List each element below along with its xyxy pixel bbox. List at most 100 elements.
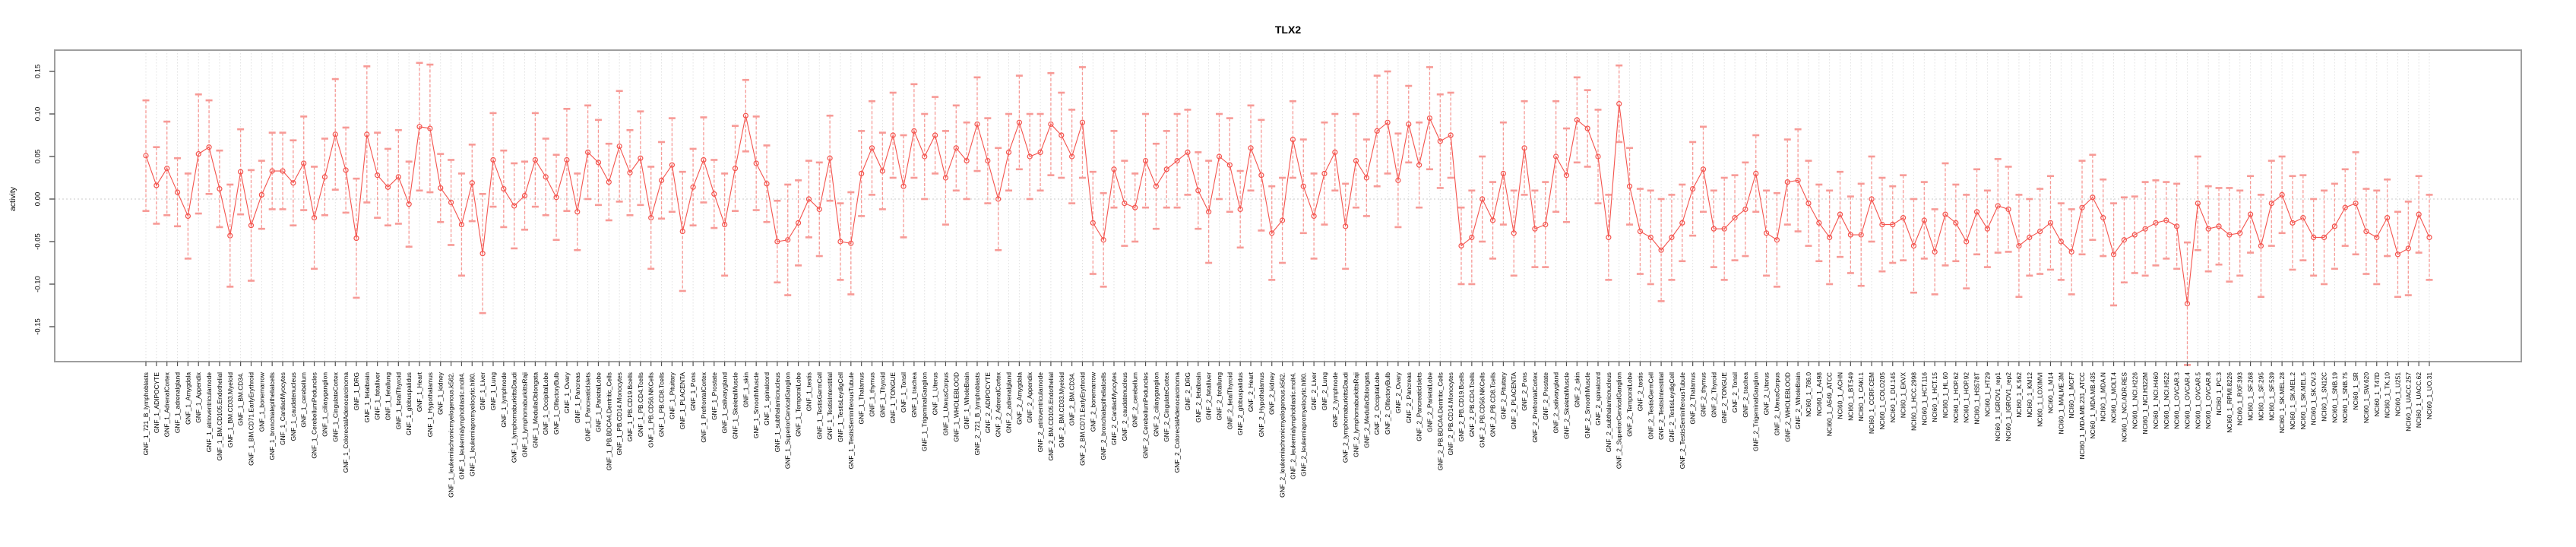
data-point (1122, 201, 1128, 207)
x-axis-label: NCI60_1_K.562 (2015, 372, 2023, 418)
error-bar (1195, 151, 1202, 230)
data-point (890, 132, 896, 138)
data-point (1774, 237, 1780, 243)
error-bar (2215, 187, 2223, 266)
x-axis-label: NCI60_1_BT.549 (1847, 372, 1854, 421)
x-axis-label: GNF_2_ColorectalAdenocarcinoma (1173, 372, 1181, 473)
x-axis-label: NCI60_1_HOP.62 (1952, 372, 1960, 423)
error-bar (468, 144, 476, 223)
data-point (1721, 226, 1727, 232)
x-axis-label: NCI60_1_A498 (1815, 372, 1823, 416)
x-axis-label: NCI60_1_MOLT.4 (2110, 372, 2118, 423)
error-bar (700, 116, 707, 204)
data-point (732, 166, 739, 172)
x-axis-label: GNF_1_SkeletalMuscle (731, 372, 739, 439)
data-point (564, 157, 570, 163)
x-axis-label: GNF_1_skin (742, 372, 749, 408)
x-axis-label: GNF_2_OccipitalLobe (1373, 372, 1381, 435)
data-point (2416, 211, 2422, 217)
y-tick-label: -0.05 (34, 233, 43, 250)
data-point (1626, 183, 1633, 189)
data-point (795, 220, 802, 226)
data-point (2100, 215, 2106, 221)
data-point (2142, 226, 2148, 232)
error-bar (416, 62, 423, 192)
x-axis-label: NCI60_1_U251 (2394, 372, 2401, 416)
data-point (1248, 145, 1254, 151)
y-axis-label: activity (8, 186, 17, 211)
x-axis-label: GNF_2_ParietalLobe (1426, 372, 1433, 432)
data-point (1616, 100, 1622, 107)
x-axis-label: NCI60_1_HS578T (1973, 372, 1981, 424)
data-point (1458, 243, 1464, 249)
error-bar (1163, 130, 1170, 209)
x-axis-label: GNF_2_WholeBrain (1794, 372, 1802, 429)
x-axis-label: GNF_1_Tonsil (900, 372, 907, 413)
data-point (701, 157, 707, 163)
data-point (1753, 170, 1759, 176)
data-point (942, 175, 949, 181)
x-axis-label: GNF_1_spinalcord (763, 372, 771, 425)
grid-layer (55, 50, 2521, 362)
x-axis-label: GNF_1_721_B_lymphoblasts (142, 372, 150, 455)
x-axis-label: GNF_2_fetallung (1215, 372, 1223, 421)
x-axis-label: NCI60_1_SK.MEL.2 (2289, 372, 2296, 430)
data-point (479, 251, 486, 257)
data-point (1658, 247, 1664, 253)
x-axis-label: GNF_1_Prostate (710, 372, 718, 420)
data-point (1742, 206, 1748, 213)
data-point (2353, 201, 2359, 207)
data-point (2385, 215, 2391, 221)
data-point (427, 125, 433, 131)
data-point (1079, 119, 1086, 125)
x-axis-label: GNF_1_fetalThyroid (394, 372, 402, 430)
data-point (974, 121, 980, 128)
error-bar (2310, 198, 2318, 277)
x-axis-label: GNF_1_WholeBrain (963, 372, 970, 429)
error-bar (2341, 168, 2349, 247)
data-point (290, 180, 296, 186)
axis-layer: 0.15 0.10 0.05 0.00 -0.05 -0.10 -0.15 GNF_1_721… (34, 49, 2522, 498)
data-point (185, 213, 191, 219)
data-point (911, 128, 917, 134)
data-point (1900, 215, 1907, 221)
data-point (2247, 211, 2254, 217)
data-point (679, 228, 685, 235)
x-axis-label: GNF_2_fetalliver (1205, 372, 1213, 420)
x-axis-label: NCI60_1_MDA.MB.435 (2089, 372, 2097, 439)
x-axis-label: NCI60_1_NCI.H226 (2131, 372, 2138, 429)
data-point (595, 160, 602, 166)
x-axis-label: GNF_2_PLACENTA (1510, 372, 1517, 430)
data-point (1005, 149, 1012, 155)
data-point (332, 131, 338, 138)
x-axis-label: GNF_1_Amygdala (184, 372, 191, 425)
x-axis-label: GNF_1_TONGUE (889, 372, 897, 424)
error-bar (1679, 183, 1686, 263)
x-axis-label: GNF_1_TestisInterstitial (826, 372, 834, 440)
x-axis-label: GNF_2_PB.CD8.Tcells (1489, 372, 1497, 437)
x-axis-label: GNF_2_MedullaOblongata (1362, 372, 1370, 448)
data-point (1543, 222, 1549, 228)
data-point (2374, 234, 2380, 240)
x-axis-label: NCI60_1_IGROV1_rep2 (2005, 372, 2012, 441)
data-point (2290, 220, 2296, 226)
x-axis-label: GNF_2_adrenalgland (1005, 372, 1013, 433)
data-point (859, 170, 865, 176)
data-point (2121, 237, 2128, 243)
data-point (995, 196, 1002, 202)
data-point (532, 157, 538, 163)
error-bar (174, 157, 182, 228)
x-axis-label: GNF_1_PrefrontalCortex (700, 372, 707, 442)
x-axis-label: GNF_2_subthalamicnucleus (1605, 372, 1612, 452)
data-point (1195, 188, 1201, 194)
error-bar (279, 131, 286, 210)
x-axis-label: NCI60_1_KM12 (2026, 372, 2033, 418)
data-point (1111, 166, 1117, 172)
error-bar (1920, 181, 1928, 260)
data-point (1858, 232, 1864, 238)
x-axis-label: GNF_1_ciliaryganglion (321, 372, 328, 437)
error-bar (1289, 100, 1296, 179)
x-axis-label: GNF_1_ADIPOCYTE (153, 372, 160, 433)
error-bar (2131, 195, 2138, 274)
